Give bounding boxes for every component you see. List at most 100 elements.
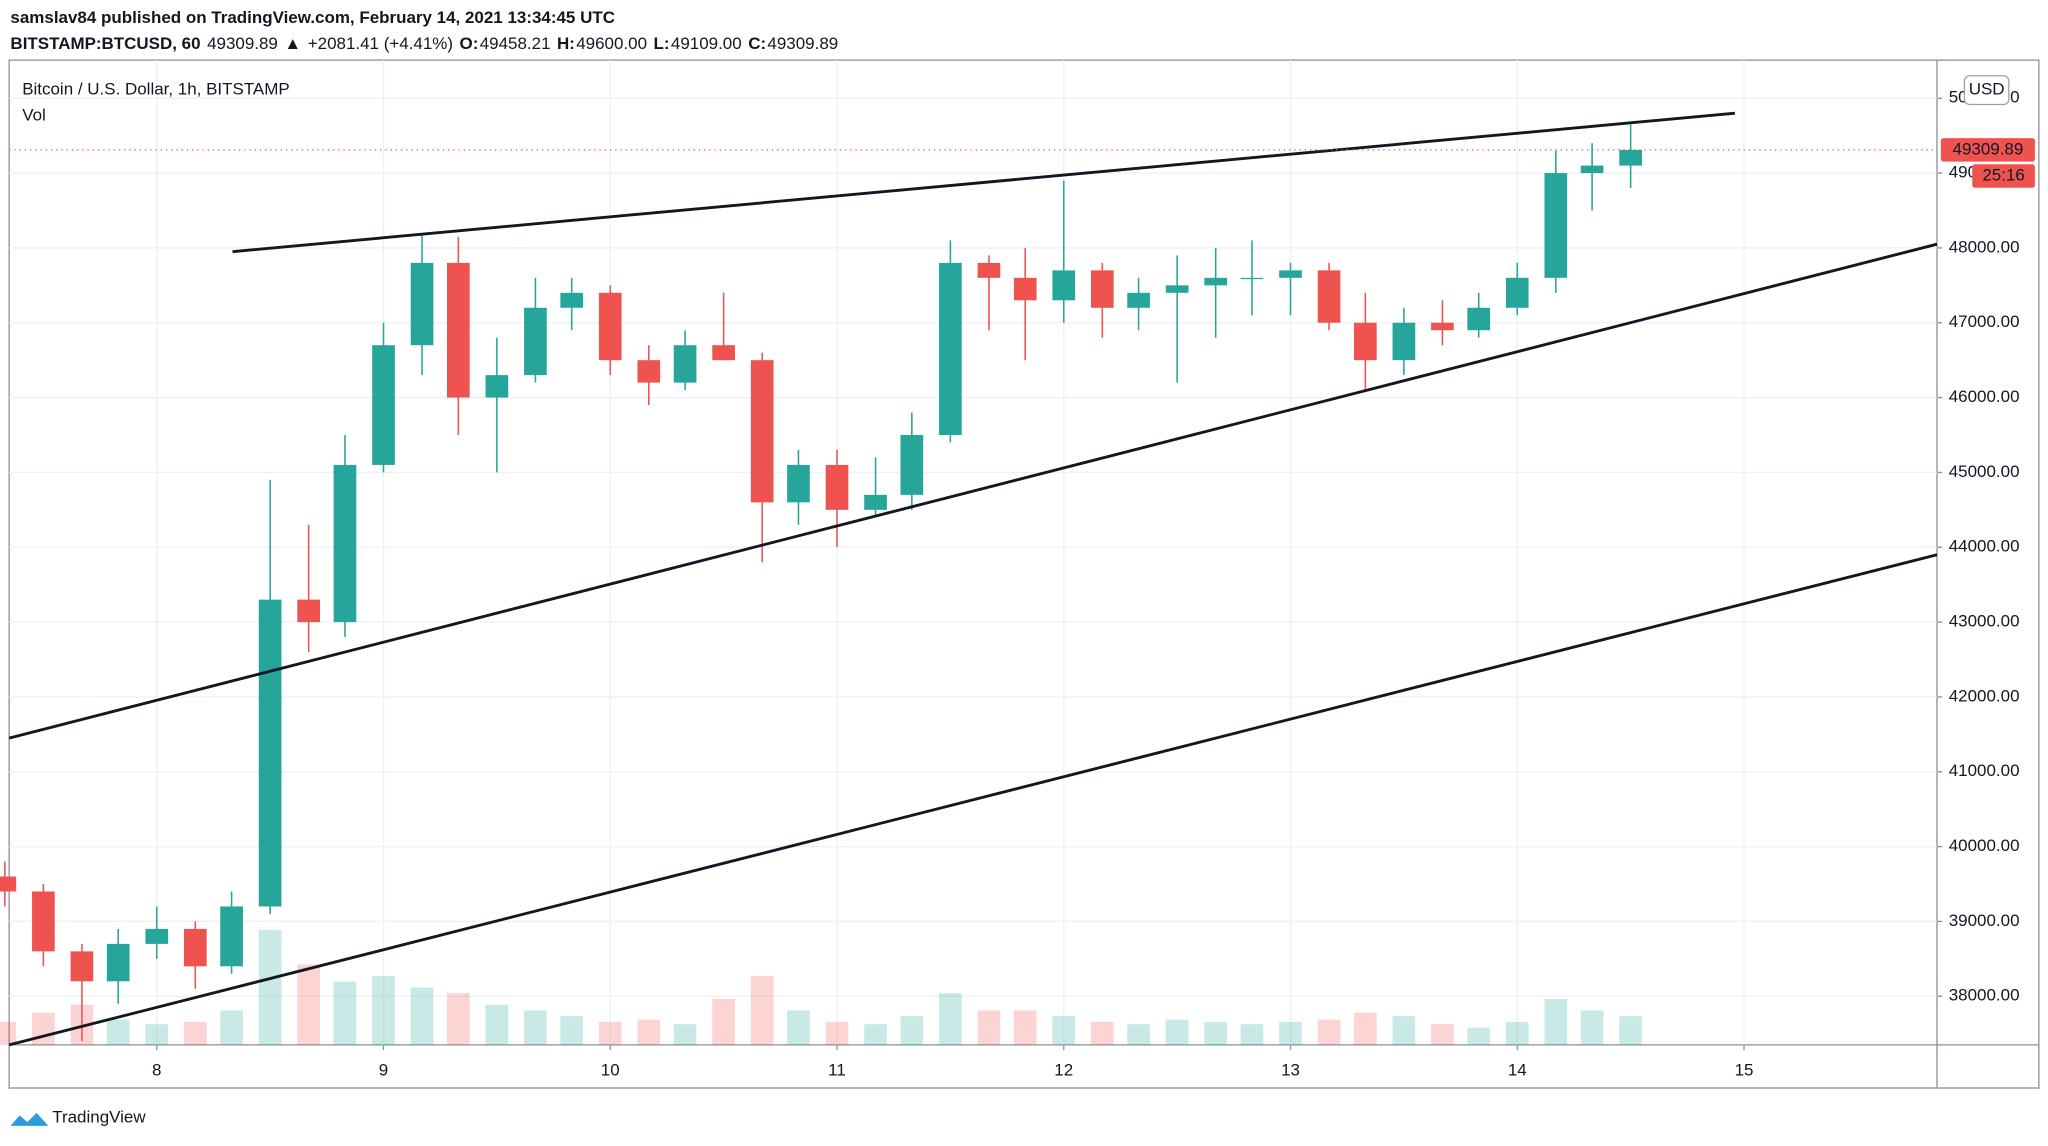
candle-body [183,928,207,967]
volume-bar [1240,1024,1264,1045]
candle-body [1392,322,1416,361]
candle-body [1127,292,1150,308]
currency-button[interactable] [1963,75,2010,106]
volume-bar [1204,1021,1228,1045]
volume-bar [939,993,962,1045]
volume-bar [220,1010,243,1045]
volume-bar [1619,1016,1642,1045]
header-field: 49600.00 [576,34,647,53]
volume-bar [1392,1016,1416,1045]
candle-body [864,494,887,510]
volume-bar [1354,1012,1377,1045]
candle-body [1431,322,1454,331]
header-field: BITSTAMP:BTCUSD, 60 [10,34,200,53]
candle-body [1052,270,1076,301]
volume-bar [145,1024,169,1045]
candle-body [333,464,357,623]
publisher: samslav84 published on TradingView.com, … [10,8,615,27]
volume-bar [900,1016,924,1045]
header-field: C: [748,34,766,53]
candle-body [1505,277,1529,308]
x-tick-label: 11 [828,1061,846,1080]
candle-body [70,951,94,982]
y-tick-label: 45000.00 [1949,462,2020,481]
volume-bar [1431,1024,1454,1045]
volume-bar [32,1012,55,1045]
candle-body [560,292,584,308]
candle-body [446,262,470,398]
volume-bar [1317,1019,1341,1045]
trendline [232,111,1736,254]
candle-body [258,599,282,907]
y-tick-label: 47000.00 [1949,312,2020,331]
candle-body [1467,307,1491,331]
volume-bar [560,1016,584,1045]
candle-body [485,375,509,398]
candle-body [524,307,547,376]
y-tick-label: 38000.00 [1949,986,2020,1005]
logo: TradingView [10,1108,146,1127]
volume-bar [524,1010,547,1045]
candle-body [145,928,169,944]
candle-body [673,345,697,383]
countdown-label: 25:16 [1982,165,2024,184]
candle-body [1580,165,1604,174]
volume-layer [0,929,1642,1045]
candle-body [220,906,243,967]
grid [9,60,1937,1045]
chart-frame [8,59,2040,1089]
candle-body [712,345,735,361]
header-field: O: [460,34,479,53]
y-tick-label: 46000.00 [1949,387,2020,406]
candle-body [32,891,55,952]
candle-body [637,360,661,383]
volume-bar [637,1019,661,1045]
price-badge-label: 49309.89 [1953,139,2024,158]
volume-bar [183,1021,207,1045]
volume-bar [446,993,470,1045]
y-tick-label: 39000.00 [1949,911,2020,930]
candle-body [1279,270,1302,278]
x-tick-label: 15 [1735,1061,1754,1080]
candle-body [0,876,17,892]
y-tick-label: 48000.00 [1949,237,2020,256]
volume-bar [0,1021,17,1045]
volume-bar [106,1019,130,1045]
price-badge [1940,138,2035,162]
x-tick-label: 10 [601,1061,620,1080]
candle-body [1317,270,1341,323]
candle-body [1240,277,1264,280]
volume-bar [410,987,434,1045]
trendline [8,553,1938,1047]
volume-bar [1544,998,1568,1045]
volume-bar [712,998,735,1045]
volume-bar [1505,1021,1529,1045]
y-tick-label: 40000.00 [1949,836,2020,855]
brand: TradingView [52,1108,146,1127]
candle-body [1165,285,1189,293]
x-tick-label: 12 [1054,1061,1073,1080]
volume-bar [825,1021,849,1045]
volume-bar [485,1004,509,1045]
volume-bar [333,981,357,1045]
header-field: 49309.89 [207,34,278,53]
candle-body [372,345,395,465]
currency-label: USD [1969,80,2005,99]
candle-body [900,435,924,495]
trendline-layer [8,111,1938,1047]
trendline [8,242,1938,740]
volume-bar [1127,1024,1150,1045]
volume-bar [673,1024,697,1045]
volume-bar [787,1010,810,1045]
candle-body [297,599,321,623]
header-field: 49309.89 [767,34,838,53]
volume-bar [372,975,395,1045]
y-tick-label: 44000.00 [1949,537,2020,556]
candle-body [1090,270,1114,308]
x-tick-label: 13 [1281,1061,1300,1080]
header-field: +2081.41 (+4.41%) [308,34,453,53]
volume-bar [598,1021,622,1045]
x-tick-label: 9 [379,1061,388,1080]
